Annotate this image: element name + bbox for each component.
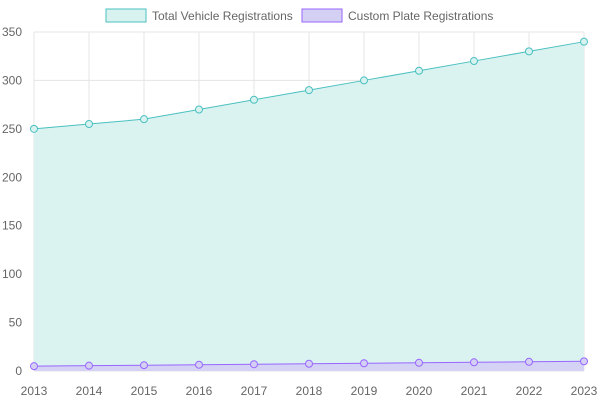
x-tick-label: 2013 [21, 384, 48, 398]
x-tick-label: 2016 [186, 384, 213, 398]
x-tick-label: 2014 [76, 384, 103, 398]
data-point-1-5[interactable] [305, 359, 313, 368]
y-tick-label: 100 [2, 267, 22, 281]
legend-swatch-0[interactable] [105, 8, 147, 23]
legend-label-0[interactable]: Total Vehicle Registrations [152, 9, 293, 23]
data-point-0-3[interactable] [195, 105, 203, 114]
legend: Total Vehicle Registrations Custom Plate … [105, 8, 493, 23]
data-point-0-6[interactable] [360, 76, 368, 85]
data-point-1-10[interactable] [580, 357, 588, 366]
data-point-1-6[interactable] [360, 359, 368, 368]
data-point-1-7[interactable] [415, 358, 423, 367]
data-point-0-1[interactable] [85, 120, 93, 129]
y-tick-label: 0 [15, 364, 22, 378]
data-point-1-9[interactable] [525, 357, 533, 366]
y-axis-ticks: 0 50 100 150 200 250 300 350 [2, 25, 22, 378]
data-point-0-8[interactable] [470, 57, 478, 66]
data-point-0-4[interactable] [250, 95, 258, 104]
series-points [30, 37, 588, 371]
data-point-0-9[interactable] [525, 47, 533, 56]
data-point-0-5[interactable] [305, 86, 313, 95]
x-tick-label: 2023 [571, 384, 598, 398]
series-area-0 [34, 41, 584, 371]
x-tick-label: 2019 [351, 384, 378, 398]
data-point-1-0[interactable] [30, 362, 38, 371]
x-axis-ticks: 2013 2014 2015 2016 2017 2018 2019 2020 2021 2022… [21, 384, 598, 398]
data-point-1-1[interactable] [85, 361, 93, 370]
x-tick-label: 2020 [406, 384, 433, 398]
data-point-1-8[interactable] [470, 358, 478, 367]
y-tick-label: 300 [2, 73, 22, 87]
data-point-1-2[interactable] [140, 361, 148, 370]
data-point-1-3[interactable] [195, 360, 203, 369]
data-point-0-7[interactable] [415, 66, 423, 75]
y-tick-label: 350 [2, 25, 22, 39]
x-tick-label: 2018 [296, 384, 323, 398]
y-tick-label: 150 [2, 219, 22, 233]
x-tick-label: 2021 [461, 384, 488, 398]
x-tick-label: 2017 [241, 384, 268, 398]
data-point-0-0[interactable] [30, 124, 38, 133]
legend-label-1[interactable]: Custom Plate Registrations [348, 9, 493, 23]
x-tick-label: 2022 [516, 384, 543, 398]
y-tick-label: 250 [2, 122, 22, 136]
data-point-0-10[interactable] [580, 37, 588, 46]
x-tick-label: 2015 [131, 384, 158, 398]
legend-swatch-1[interactable] [301, 8, 343, 23]
y-tick-label: 200 [2, 170, 22, 184]
y-tick-label: 50 [9, 316, 23, 330]
data-point-1-4[interactable] [250, 360, 258, 369]
data-point-0-2[interactable] [140, 115, 148, 124]
